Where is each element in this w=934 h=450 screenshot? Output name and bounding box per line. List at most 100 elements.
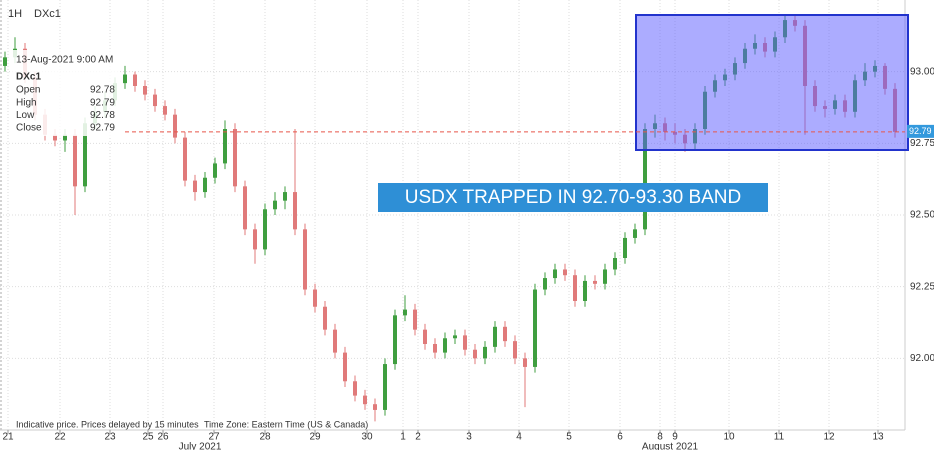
timezone: Time Zone: Eastern Time (US & Canada): [204, 419, 368, 429]
candle-body: [433, 344, 437, 353]
candle-body: [493, 326, 497, 347]
candle-body: [243, 186, 247, 230]
candle-body: [393, 315, 397, 365]
last-price-tag: [907, 124, 934, 138]
candle-body: [173, 114, 177, 138]
info-label: Close: [16, 123, 42, 134]
info-symbol: DXc1: [16, 72, 41, 83]
x-tick-label: 8: [657, 432, 663, 443]
info-value: 92.78: [90, 110, 115, 121]
candle-body: [593, 280, 597, 284]
y-tick-label: 92.50: [910, 210, 934, 221]
candle-body: [413, 309, 417, 330]
candle-body: [63, 134, 67, 141]
candle-body: [513, 341, 517, 359]
candle-body: [323, 306, 327, 330]
info-box: [12, 50, 120, 136]
x-tick-label: 13: [872, 432, 884, 443]
candle-body: [333, 329, 337, 353]
candle-body: [423, 329, 427, 344]
candle-body: [453, 335, 457, 339]
x-tick-label: 4: [516, 432, 522, 443]
candle-body: [553, 269, 557, 279]
x-tick-label: 27: [208, 432, 220, 443]
info-label: Low: [16, 110, 35, 121]
candle-body: [123, 74, 127, 84]
candle-body: [133, 74, 137, 86]
candle-body: [473, 349, 477, 359]
y-tick-label: 93.00: [910, 66, 934, 77]
x-tick-label: 30: [361, 432, 373, 443]
info-value: 92.78: [90, 85, 115, 96]
candle-body: [313, 289, 317, 307]
delay-note: Indicative price. Prices delayed by 15 m…: [16, 419, 199, 429]
candle-body: [163, 106, 167, 115]
x-tick-label: 11: [774, 432, 785, 443]
x-tick-label: 12: [823, 432, 835, 443]
candle-body: [203, 177, 207, 193]
x-tick-label: 5: [566, 432, 572, 443]
candle-body: [233, 129, 237, 187]
y-tick-label: 92.25: [910, 281, 934, 292]
candle-body: [53, 134, 57, 141]
candle-body: [293, 192, 297, 230]
interval: 1H: [8, 8, 22, 20]
x-tick-label: 23: [104, 432, 116, 443]
candle-body: [183, 137, 187, 181]
x-tick-label: 10: [723, 432, 735, 443]
candle-body: [583, 280, 587, 301]
candle-body: [223, 129, 227, 164]
candle-body: [623, 237, 627, 258]
candle-body: [83, 123, 87, 187]
y-tick-label: 92.00: [910, 353, 934, 364]
candle-body: [343, 352, 347, 382]
candle-body: [153, 94, 157, 107]
month-label: July 2021: [179, 442, 222, 450]
last-price-label: 92.79: [909, 126, 932, 136]
candle-body: [3, 57, 7, 66]
symbol: DXc1: [34, 8, 61, 20]
month-label: August 2021: [642, 442, 699, 450]
highlight-box: [635, 14, 909, 151]
x-tick-label: 9: [672, 432, 678, 443]
candle-body: [443, 338, 447, 353]
x-tick-label: 1: [400, 432, 406, 443]
candle-body: [643, 129, 647, 230]
info-timestamp: 13-Aug-2021 9:00 AM: [16, 55, 113, 66]
candle-body: [503, 326, 507, 342]
candle-body: [273, 200, 277, 210]
candle-body: [633, 229, 637, 238]
candle-body: [463, 335, 467, 350]
x-tick-label: 21: [2, 432, 14, 443]
x-tick-label: 26: [157, 432, 169, 443]
x-tick-label: 29: [309, 432, 321, 443]
candle-body: [603, 269, 607, 284]
candle-body: [483, 346, 487, 359]
candle-body: [533, 289, 537, 367]
candle-body: [543, 278, 547, 290]
info-label: High: [16, 97, 37, 108]
candle-body: [383, 364, 387, 410]
candle-body: [373, 404, 377, 410]
x-tick-label: 3: [466, 432, 472, 443]
candle-body: [143, 86, 147, 95]
candle-body: [563, 269, 567, 276]
candle-body: [263, 209, 267, 250]
candle-body: [213, 163, 217, 178]
x-tick-label: 28: [259, 432, 271, 443]
info-label: Open: [16, 85, 40, 96]
candle-body: [283, 192, 287, 201]
x-tick-label: 6: [617, 432, 623, 443]
x-tick-label: 25: [142, 432, 154, 443]
candle-body: [613, 258, 617, 270]
x-tick-label: 2: [415, 432, 421, 443]
candle-body: [303, 229, 307, 290]
candle-body: [573, 275, 577, 301]
x-tick-label: 22: [54, 432, 66, 443]
candle-body: [403, 309, 407, 316]
annotation-box: [378, 183, 768, 212]
info-value: 92.79: [90, 123, 115, 134]
annotation: USDX TRAPPED IN 92.70-93.30 BAND: [405, 187, 742, 208]
info-value: 92.79: [90, 97, 115, 108]
